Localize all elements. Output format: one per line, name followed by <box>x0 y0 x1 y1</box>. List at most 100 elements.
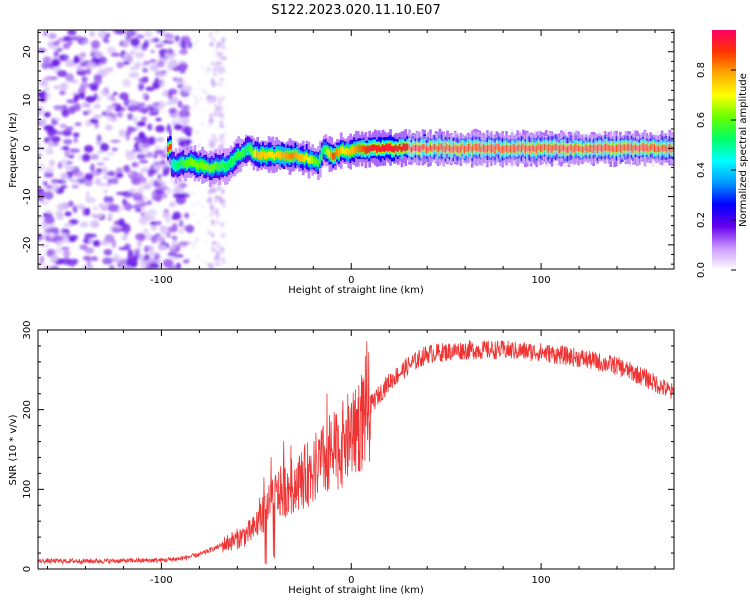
ridge-halo <box>529 133 533 164</box>
noise-blob <box>44 215 55 225</box>
ridge-cell <box>410 148 413 152</box>
noise-blob <box>191 142 194 145</box>
noise-blob <box>42 181 48 186</box>
ridge-cell <box>429 146 432 150</box>
noise-blob <box>43 124 54 132</box>
noise-blob <box>217 96 222 103</box>
noise-blob <box>187 41 193 49</box>
noise-blob <box>152 161 163 166</box>
ridge-cell <box>470 147 474 151</box>
y-tick-label: 300 <box>22 320 33 339</box>
noise-blob <box>216 250 220 257</box>
noise-blob <box>39 200 50 205</box>
ridge-cell <box>569 145 573 150</box>
noise-blob <box>42 56 52 64</box>
noise-blob <box>66 160 73 165</box>
noise-blob <box>139 76 149 84</box>
noise-blob <box>156 61 165 68</box>
noise-blob <box>147 169 154 177</box>
x-tick-label: -100 <box>150 575 173 586</box>
noise-blob <box>82 207 87 217</box>
noise-blob <box>181 104 190 111</box>
noise-blob <box>97 30 107 39</box>
noise-blob <box>164 33 175 40</box>
ridge-cell <box>206 164 210 170</box>
ridge-cell <box>233 157 237 162</box>
noise-blob <box>147 250 156 258</box>
noise-blob <box>136 153 147 160</box>
noise-blob <box>126 125 133 135</box>
noise-blob <box>220 246 225 251</box>
ridge-halo <box>461 135 465 164</box>
ridge-cell <box>618 145 622 150</box>
noise-blob <box>218 248 225 255</box>
ridge-cell <box>360 146 364 152</box>
ridge-cell <box>573 146 577 151</box>
ridge-cell <box>305 154 309 159</box>
ridge-cell <box>330 152 334 157</box>
ridge-cell <box>203 164 206 169</box>
ridge-cell <box>284 153 288 158</box>
ridge-cell <box>170 162 174 166</box>
noise-blob <box>90 213 97 218</box>
noise-blob <box>212 240 217 245</box>
ridge-cell <box>281 152 284 158</box>
noise-blob <box>96 162 105 166</box>
ridge-cell <box>455 146 459 152</box>
y-tick-label: 10 <box>22 94 33 107</box>
ridge-halo <box>609 130 613 162</box>
ridge-cell <box>486 146 489 151</box>
noise-blob <box>73 136 78 144</box>
noise-blob <box>130 50 136 55</box>
noise-blob <box>56 70 68 77</box>
ridge-cell <box>286 153 290 158</box>
ridge-cell <box>347 149 351 154</box>
noise-blob <box>123 228 129 235</box>
ridge-cell <box>303 156 307 161</box>
noise-blob <box>190 107 194 110</box>
noise-blob <box>217 82 223 87</box>
noise-blob <box>64 149 70 158</box>
noise-blob <box>49 159 55 167</box>
noise-blob <box>136 200 142 205</box>
noise-blob <box>101 166 108 175</box>
noise-blob <box>93 103 101 109</box>
ridge-halo <box>457 132 461 164</box>
noise-blob <box>173 123 183 131</box>
noise-blob <box>44 167 55 174</box>
noise-blob <box>187 217 190 221</box>
noise-blob <box>150 49 155 54</box>
noise-blob <box>72 170 84 178</box>
ridge-cell <box>668 145 672 150</box>
noise-blob <box>107 212 113 219</box>
noise-blob <box>181 117 191 126</box>
noise-blob <box>172 211 182 220</box>
ridge-halo <box>514 135 518 166</box>
ridge-halo <box>552 133 556 165</box>
noise-blob <box>206 230 212 236</box>
noise-blob <box>137 82 145 92</box>
ridge-cell <box>326 150 330 154</box>
y-tick-label: 0 <box>22 145 33 151</box>
noise-blob <box>153 149 165 155</box>
ridge-halo <box>430 134 434 163</box>
noise-blob <box>194 182 197 185</box>
noise-blob <box>165 217 171 224</box>
noise-blob <box>197 201 201 204</box>
noise-blob <box>85 191 90 199</box>
ridge-cell <box>311 158 315 162</box>
ridge-cell <box>425 147 428 152</box>
noise-blob <box>61 146 70 151</box>
noise-blob <box>59 123 67 129</box>
noise-blob <box>82 110 90 116</box>
ridge-cell <box>474 144 478 150</box>
figure-title: S122.2023.020.11.10.E07 <box>271 3 440 18</box>
ridge-cell <box>451 147 455 152</box>
noise-blob <box>221 203 227 209</box>
colorbar-tick-label: 0.0 <box>696 262 707 278</box>
ridge-cell <box>539 146 542 150</box>
noise-blob <box>168 59 179 69</box>
snr-y-ticks: 0 100 200 300 <box>22 320 674 572</box>
noise-blob <box>205 200 208 203</box>
noise-blob <box>132 116 138 124</box>
